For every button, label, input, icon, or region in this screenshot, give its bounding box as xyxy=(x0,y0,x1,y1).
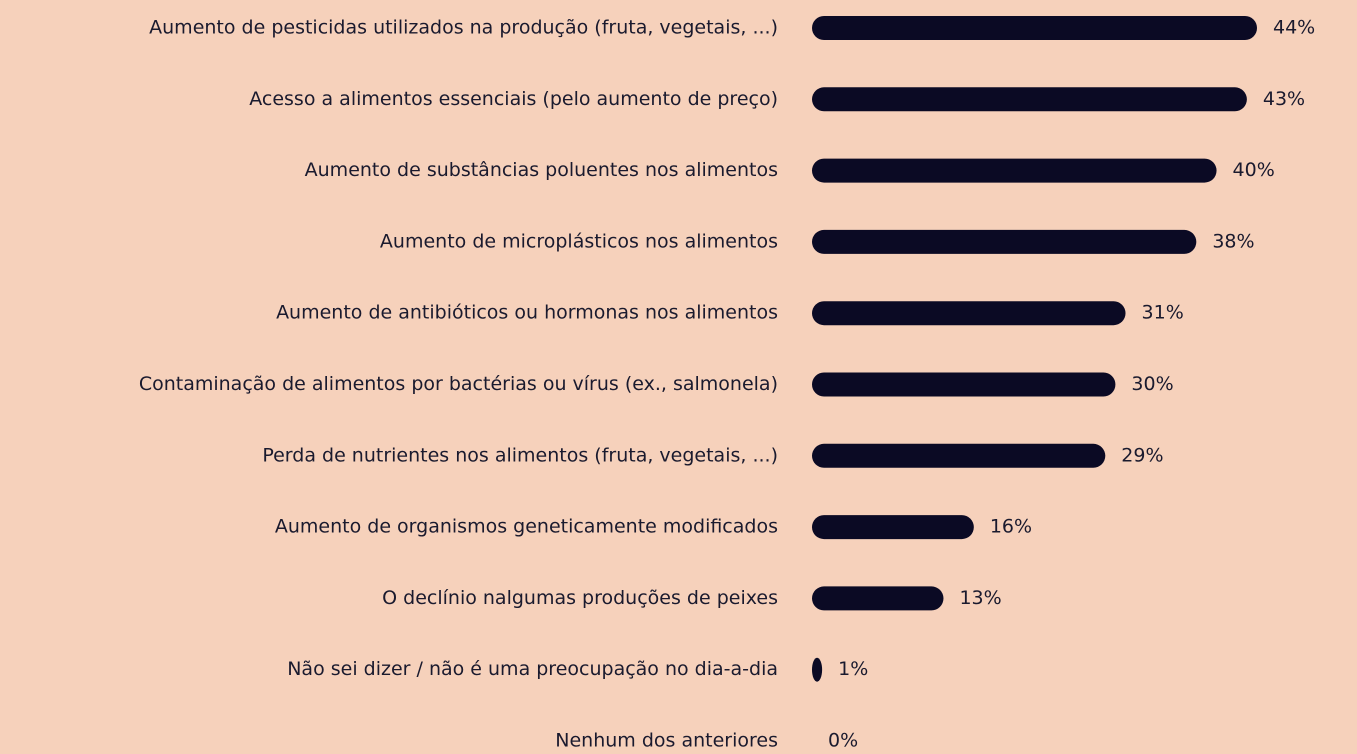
value-label: 30% xyxy=(1131,373,1173,395)
category-label: Aumento de antibióticos ou hormonas nos … xyxy=(276,302,778,324)
category-label: Aumento de pesticidas utilizados na prod… xyxy=(149,17,778,39)
category-label: Aumento de substâncias poluentes nos ali… xyxy=(305,159,778,181)
category-label: Nenhum dos anteriores xyxy=(555,730,778,752)
category-label: Contaminação de alimentos por bactérias … xyxy=(139,373,778,395)
category-label: O declínio nalgumas produções de peixes xyxy=(382,587,778,609)
bar xyxy=(812,301,1126,326)
category-label: Acesso a alimentos essenciais (pelo aume… xyxy=(249,88,778,110)
value-label: 44% xyxy=(1273,17,1315,39)
bar xyxy=(812,657,823,682)
value-label: 40% xyxy=(1233,159,1275,181)
bar xyxy=(812,87,1247,112)
value-label: 29% xyxy=(1121,444,1163,466)
bar xyxy=(812,229,1197,254)
value-label: 31% xyxy=(1142,302,1184,324)
category-label: Aumento de organismos geneticamente modi… xyxy=(275,516,778,538)
category-label: Aumento de microplásticos nos alimentos xyxy=(380,230,778,252)
bar xyxy=(812,515,974,540)
value-label: 13% xyxy=(959,587,1001,609)
bar xyxy=(812,158,1217,183)
value-label: 0% xyxy=(828,730,858,752)
bar xyxy=(812,586,944,611)
bar xyxy=(812,372,1116,397)
bar xyxy=(812,443,1106,468)
value-label: 1% xyxy=(838,658,868,680)
value-label: 38% xyxy=(1212,230,1254,252)
bar xyxy=(812,16,1257,40)
category-label: Não sei dizer / não é uma preocupação no… xyxy=(287,658,778,680)
value-label: 43% xyxy=(1263,88,1305,110)
category-label: Perda de nutrientes nos alimentos (fruta… xyxy=(262,444,778,466)
value-label: 16% xyxy=(990,516,1032,538)
